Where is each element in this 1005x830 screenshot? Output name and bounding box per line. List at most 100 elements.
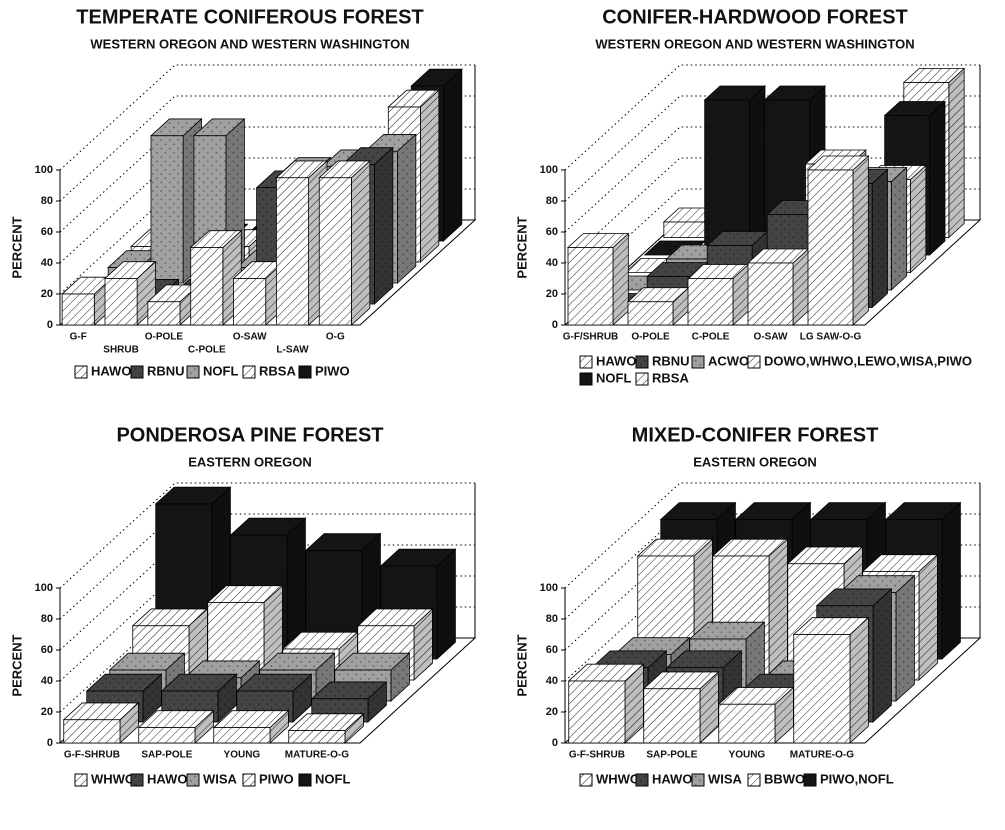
legend-swatch [242, 365, 256, 379]
y-tick-label: 0 [47, 319, 53, 331]
legend-label: NOFL [203, 363, 238, 378]
legend-swatch [74, 365, 88, 379]
y-axis-label: PERCENT [9, 216, 24, 278]
x-tick-label: O-G [326, 332, 345, 343]
chart-subtitle: WESTERN OREGON AND WESTERN WASHINGTON [90, 36, 409, 51]
legend-label: NOFL [315, 771, 350, 786]
legend-label: WHWO [91, 771, 135, 786]
y-tick-label: 80 [546, 195, 558, 207]
legend-swatch [130, 365, 144, 379]
legend-label: WHWO [596, 771, 640, 786]
y-tick-label: 0 [552, 737, 558, 749]
x-tick-label: O-SAW [754, 332, 788, 343]
legend-swatch [579, 355, 593, 369]
bar [626, 286, 690, 326]
y-tick-label: 60 [546, 644, 558, 656]
bar [686, 263, 750, 326]
x-tick-label: YOUNG [729, 750, 766, 761]
legend-swatch [747, 355, 761, 369]
chart-title: TEMPERATE CONIFEROUS FOREST [76, 6, 423, 28]
x-tick-label: SAP-POLE [141, 750, 192, 761]
y-tick-label: 40 [546, 257, 558, 269]
legend-label: RBNU [147, 363, 185, 378]
y-tick-label: 100 [35, 164, 53, 176]
bar [642, 671, 720, 744]
y-tick-label: 20 [41, 288, 53, 300]
x-tick-label: G-F-SHRUB [64, 750, 120, 761]
legend-swatch [186, 773, 200, 787]
y-tick-label: 60 [546, 226, 558, 238]
x-tick-label: O-POLE [631, 332, 670, 343]
legend-label: DOWO,WHWO,LEWO,WISA,PIWO [764, 353, 972, 368]
y-tick-label: 20 [546, 706, 558, 718]
bar [806, 155, 870, 326]
legend-label: HAWO [596, 353, 636, 368]
bar [566, 232, 630, 326]
grid-line [59, 126, 475, 233]
legend-label: HAWO [147, 771, 187, 786]
grid-line [59, 482, 475, 589]
y-tick-label: 80 [41, 195, 53, 207]
grid-line [564, 126, 980, 233]
legend-label: RBSA [652, 370, 689, 385]
x-tick-label: SAP-POLE [646, 750, 697, 761]
chart-subtitle: EASTERN OREGON [188, 454, 312, 469]
chart-subtitle: WESTERN OREGON AND WESTERN WASHINGTON [595, 36, 914, 51]
legend-label: BBWO [764, 771, 805, 786]
legend-swatch [186, 365, 200, 379]
bar [287, 712, 365, 744]
y-tick-label: 100 [540, 582, 558, 594]
y-tick-label: 20 [41, 706, 53, 718]
legend-swatch [691, 773, 705, 787]
legend-label: RBSA [259, 363, 296, 378]
y-tick-label: 60 [41, 644, 53, 656]
bar [567, 663, 645, 744]
chart-title: MIXED-CONIFER FOREST [632, 424, 879, 446]
x-tick-label: O-POLE [145, 332, 184, 343]
y-tick-label: 60 [41, 226, 53, 238]
legend-label: PIWO [315, 363, 350, 378]
bar [717, 686, 795, 744]
legend-label: HAWO [91, 363, 131, 378]
legend-swatch [74, 773, 88, 787]
x-tick-label: O-SAW [233, 332, 267, 343]
x-tick-label: YOUNG [224, 750, 261, 761]
x-tick-label: MATURE-O-G [285, 750, 349, 761]
y-tick-label: 40 [546, 675, 558, 687]
chart-title: PONDEROSA PINE FOREST [116, 424, 383, 446]
legend-label: RBNU [652, 353, 690, 368]
grid-line [564, 95, 980, 202]
y-tick-label: 80 [41, 613, 53, 625]
y-tick-label: 20 [546, 288, 558, 300]
legend-label: PIWO [259, 771, 294, 786]
grid-line [59, 95, 475, 202]
legend-label: NOFL [596, 370, 631, 385]
x-tick-label: G-F/SHRUB [563, 332, 619, 343]
grid-line [59, 513, 475, 620]
legend-swatch [298, 365, 312, 379]
legend-swatch [579, 773, 593, 787]
legend-swatch [130, 773, 144, 787]
grid-line [564, 157, 980, 264]
x-tick-label: G-F-SHRUB [569, 750, 625, 761]
x-tick-label: LG SAW-O-G [800, 332, 862, 343]
grid-line [59, 64, 475, 171]
y-axis-label: PERCENT [514, 216, 529, 278]
legend-swatch [803, 773, 817, 787]
legend-swatch [635, 355, 649, 369]
y-tick-label: 0 [47, 737, 53, 749]
y-axis-label: PERCENT [9, 634, 24, 696]
grid-line [564, 482, 980, 589]
legend-label: WISA [203, 771, 238, 786]
y-tick-label: 0 [552, 319, 558, 331]
x-tick-label: SHRUB [103, 345, 139, 356]
legend-label: WISA [708, 771, 743, 786]
legend-label: ACWO [708, 353, 749, 368]
grid-line [564, 64, 980, 171]
legend-swatch [298, 773, 312, 787]
y-tick-label: 100 [540, 164, 558, 176]
legend-swatch [635, 773, 649, 787]
x-tick-label: L-SAW [276, 345, 309, 356]
x-tick-label: C-POLE [692, 332, 730, 343]
